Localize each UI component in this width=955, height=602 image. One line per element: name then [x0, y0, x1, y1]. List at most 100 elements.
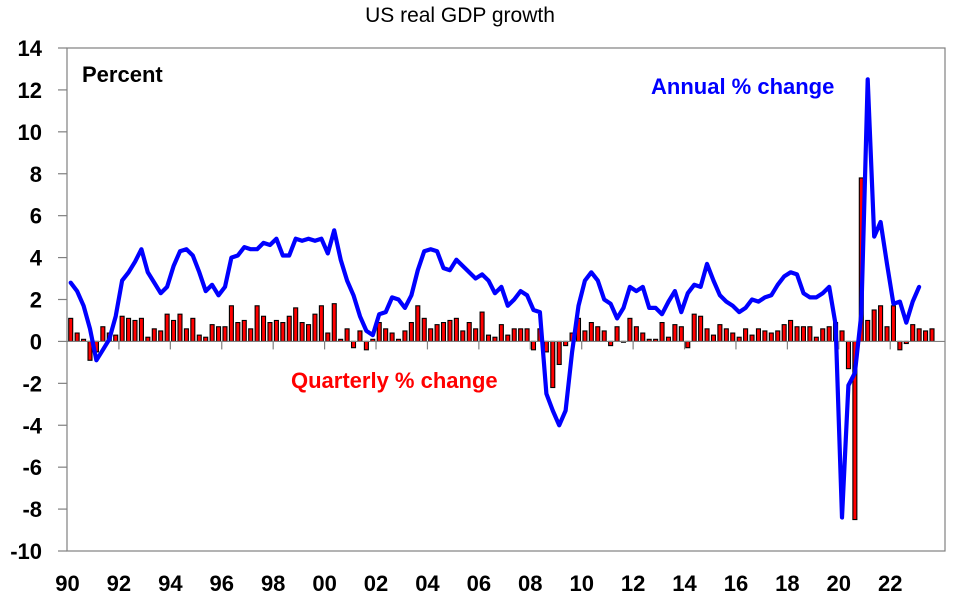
quarterly-bar [280, 322, 286, 342]
x-tick-label: 12 [621, 571, 645, 596]
quarterly-bar [389, 332, 395, 342]
quarterly-bar [685, 340, 691, 349]
y-axis: -10 -8 -6 -4 -2 0 2 4 6 8 10 12 14 [10, 36, 67, 564]
quarterly-bar [248, 328, 254, 342]
quarterly-bar [132, 319, 138, 342]
quarterly-bar [524, 328, 530, 342]
x-tick-label: 06 [467, 571, 491, 596]
quarterly-bar [460, 330, 466, 342]
quarterly-bar [68, 317, 74, 342]
quarterly-bar [563, 340, 569, 347]
quarterly-bar [138, 317, 144, 342]
quarterly-bar [119, 315, 125, 342]
annual-change-line [68, 77, 922, 520]
y-tick-label: -6 [22, 455, 42, 480]
quarterly-bar [723, 328, 729, 342]
x-tick-label: 10 [569, 571, 593, 596]
annual-change-label: Annual % change [651, 74, 834, 99]
y-tick-label: -2 [22, 371, 42, 396]
quarterly-bar [222, 326, 228, 342]
y-tick-label: -4 [22, 413, 42, 438]
quarterly-bar [929, 328, 935, 342]
x-tick-label: 96 [210, 571, 234, 596]
quarterly-bar [717, 324, 723, 342]
quarterly-bar [505, 334, 511, 342]
y-tick-label: -8 [22, 497, 42, 522]
quarterly-bar [845, 340, 851, 370]
quarterly-bar [813, 336, 819, 342]
quarterly-bar [267, 322, 273, 342]
quarterly-bar [171, 319, 177, 342]
quarterly-bar [608, 340, 614, 347]
quarterly-change-label: Quarterly % change [291, 368, 498, 393]
x-axis: 90 92 94 96 98 00 02 04 06 08 10 12 14 16 18 20 22 [55, 571, 902, 596]
chart-title: US real GDP growth [365, 4, 555, 27]
quarterly-bar [640, 332, 646, 342]
x-tick-label: 98 [261, 571, 285, 596]
quarterly-bar [601, 330, 607, 342]
y-tick-label: 10 [18, 120, 42, 145]
y-tick-label: 14 [18, 36, 43, 61]
quarterly-bar [473, 328, 479, 342]
quarterly-bar [485, 334, 492, 342]
quarterly-bar [331, 303, 337, 342]
quarterly-bar [826, 326, 832, 342]
quarterly-bar [762, 330, 768, 342]
quarterly-bar [203, 336, 209, 342]
quarterly-bar [216, 326, 222, 342]
quarterly-bar [196, 334, 202, 342]
quarterly-bar [145, 336, 151, 342]
quarterly-bar [678, 326, 684, 342]
x-tick-label: 20 [827, 571, 851, 596]
quarterly-bar [730, 332, 736, 342]
quarterly-bar [415, 305, 421, 342]
quarterly-bar [305, 324, 312, 342]
quarterly-bar [511, 328, 517, 342]
y-tick-label: 2 [30, 288, 42, 313]
x-tick-label: 90 [55, 571, 79, 596]
quarterly-bar [479, 311, 485, 342]
quarterly-bar [183, 328, 189, 342]
quarterly-bar [518, 328, 524, 342]
x-tick-label: 18 [775, 571, 799, 596]
quarterly-bar [209, 324, 215, 342]
quarterly-bar [865, 319, 871, 342]
quarterly-bar [164, 313, 170, 342]
quarterly-bar [691, 313, 697, 342]
quarterly-bar [736, 336, 742, 342]
quarterly-bar [466, 322, 472, 342]
quarterly-bar [453, 317, 459, 342]
quarterly-bars [68, 177, 935, 521]
quarterly-bar [916, 328, 922, 342]
quarterly-bar [113, 334, 119, 342]
quarterly-bar [100, 326, 106, 342]
quarterly-bar [582, 330, 588, 342]
quarterly-bar [871, 309, 877, 342]
quarterly-bar [286, 315, 292, 342]
quarterly-bar [614, 326, 620, 342]
x-tick-label: 14 [672, 571, 697, 596]
quarterly-bar [710, 334, 717, 342]
quarterly-bar [312, 313, 318, 342]
quarterly-bar [440, 322, 447, 342]
x-tick-label: 02 [364, 571, 388, 596]
quarterly-bar [492, 336, 498, 342]
quarterly-bar [743, 328, 749, 342]
quarterly-bar [273, 319, 279, 342]
quarterly-bar [698, 315, 704, 342]
quarterly-bar [820, 328, 826, 342]
quarterly-bar [434, 324, 440, 342]
quarterly-bar [74, 332, 80, 342]
quarterly-bar [704, 328, 710, 342]
quarterly-bar [884, 326, 890, 342]
quarterly-bar [126, 317, 132, 342]
quarterly-bar [556, 340, 562, 366]
x-tick-label: 22 [878, 571, 902, 596]
x-tick-label: 08 [518, 571, 542, 596]
quarterly-bar [177, 313, 183, 342]
quarterly-bar [151, 328, 157, 342]
x-tick-label: 92 [107, 571, 131, 596]
quarterly-bar [344, 328, 350, 342]
quarterly-bar [755, 328, 762, 342]
x-tick-label: 00 [312, 571, 336, 596]
